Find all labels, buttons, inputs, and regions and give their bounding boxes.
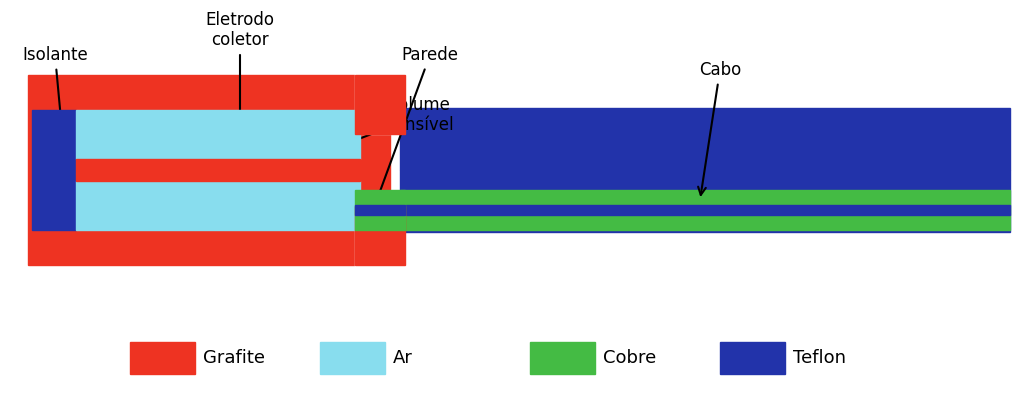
Text: Ar: Ar (393, 349, 413, 367)
Text: Cabo: Cabo (698, 61, 741, 195)
Bar (400, 190, 1010, 230)
Bar (355, 75, 405, 134)
Bar (355, 73, 395, 134)
Bar (76, 110, 360, 159)
Text: Isolante: Isolante (23, 46, 88, 190)
Bar (76, 159, 360, 181)
Bar (28, 75, 390, 265)
Bar (32, 110, 76, 230)
Bar (720, 342, 785, 374)
Bar (130, 342, 195, 374)
Text: Grafite: Grafite (203, 349, 265, 367)
Text: Parede: Parede (375, 46, 458, 200)
Bar (355, 206, 395, 267)
Bar (530, 342, 595, 374)
Text: Cobre: Cobre (603, 349, 656, 367)
Text: Teflon: Teflon (793, 349, 846, 367)
Text: Eletrodo
coletor: Eletrodo coletor (206, 11, 274, 187)
Bar (400, 170, 1010, 232)
Bar (355, 206, 405, 265)
Bar (400, 205, 1010, 215)
Text: Volume
sensível: Volume sensível (305, 96, 454, 161)
Bar (355, 190, 405, 230)
Bar (400, 108, 1010, 170)
Bar (76, 181, 360, 230)
Bar (355, 205, 405, 215)
Bar (320, 342, 385, 374)
